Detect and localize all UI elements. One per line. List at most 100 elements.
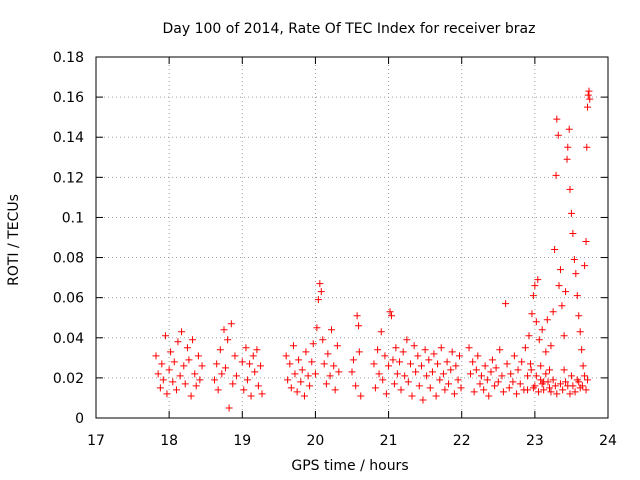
data-point: [196, 376, 204, 384]
data-point: [210, 376, 218, 384]
data-point: [525, 332, 533, 340]
y-tick-label: 0: [75, 411, 84, 427]
x-tick-label: 17: [87, 433, 105, 449]
data-point: [286, 360, 294, 368]
data-point: [291, 370, 299, 378]
data-point: [176, 372, 184, 380]
data-point: [159, 376, 167, 384]
data-point: [349, 356, 357, 364]
y-tick-label: 0.16: [53, 90, 84, 106]
data-point: [293, 388, 301, 396]
data-point: [472, 366, 480, 374]
data-point: [353, 312, 361, 320]
data-point: [465, 344, 473, 352]
data-point: [298, 366, 306, 374]
data-point: [407, 360, 415, 368]
data-point: [410, 342, 418, 350]
data-point: [529, 292, 537, 300]
data-point: [474, 352, 482, 360]
grid-lines: [96, 57, 608, 418]
data-point: [331, 386, 339, 394]
data-point: [180, 362, 188, 370]
data-point: [485, 392, 493, 400]
data-point: [425, 356, 433, 364]
data-point: [534, 276, 542, 284]
data-point: [426, 384, 434, 392]
data-point: [487, 368, 495, 376]
y-tick-label: 0.02: [53, 371, 84, 387]
data-point: [447, 366, 455, 374]
data-point: [419, 396, 427, 404]
data-point: [538, 380, 546, 388]
data-point: [430, 350, 438, 358]
data-point: [194, 352, 202, 360]
data-point: [549, 308, 557, 316]
data-point: [181, 380, 189, 388]
data-point: [161, 332, 169, 340]
data-point: [584, 91, 592, 99]
data-point: [457, 384, 465, 392]
data-point: [348, 368, 356, 376]
data-point: [567, 209, 575, 217]
data-point: [563, 155, 571, 163]
data-point: [377, 328, 385, 336]
data-point: [170, 358, 178, 366]
data-point: [352, 382, 360, 390]
data-point: [575, 312, 583, 320]
data-point: [154, 370, 162, 378]
data-point: [322, 380, 330, 388]
data-point: [441, 386, 449, 394]
data-point: [521, 344, 529, 352]
x-tick-label: 18: [160, 433, 178, 449]
data-point: [404, 378, 412, 386]
data-point: [370, 360, 378, 368]
data-point: [183, 344, 191, 352]
data-point: [553, 115, 561, 123]
data-point: [481, 362, 489, 370]
data-point: [552, 171, 560, 179]
data-point: [551, 246, 559, 254]
data-point: [167, 348, 175, 356]
data-point: [434, 360, 442, 368]
data-point: [450, 390, 458, 398]
data-point: [553, 390, 561, 398]
data-point: [559, 386, 567, 394]
data-point: [560, 332, 568, 340]
data-point: [189, 336, 197, 344]
data-point: [306, 382, 314, 390]
data-point: [513, 390, 521, 398]
data-point: [258, 390, 266, 398]
data-point: [494, 378, 502, 386]
data-point: [564, 143, 572, 151]
data-point: [509, 378, 517, 386]
data-point: [499, 388, 507, 396]
data-point: [386, 308, 394, 316]
data-point: [403, 336, 411, 344]
data-point: [428, 368, 436, 376]
x-tick-label: 22: [453, 433, 471, 449]
y-tick-label: 0.04: [53, 331, 84, 347]
data-point: [547, 342, 555, 350]
data-point: [545, 384, 553, 392]
data-point: [537, 362, 545, 370]
data-point: [466, 370, 474, 378]
data-point: [470, 388, 478, 396]
data-point: [556, 380, 564, 388]
axis-ticks: [95, 56, 609, 419]
data-point: [439, 370, 447, 378]
data-point: [570, 256, 578, 264]
data-point: [554, 131, 562, 139]
data-point: [240, 386, 248, 394]
data-point: [385, 362, 393, 370]
data-point: [297, 378, 305, 386]
data-point: [311, 370, 319, 378]
data-point: [246, 360, 254, 368]
data-point: [542, 348, 550, 356]
data-point: [227, 320, 235, 328]
data-point: [191, 370, 199, 378]
data-point: [375, 370, 383, 378]
data-point: [302, 348, 310, 356]
data-point: [524, 372, 532, 380]
data-point: [524, 386, 532, 394]
data-point: [531, 282, 539, 290]
